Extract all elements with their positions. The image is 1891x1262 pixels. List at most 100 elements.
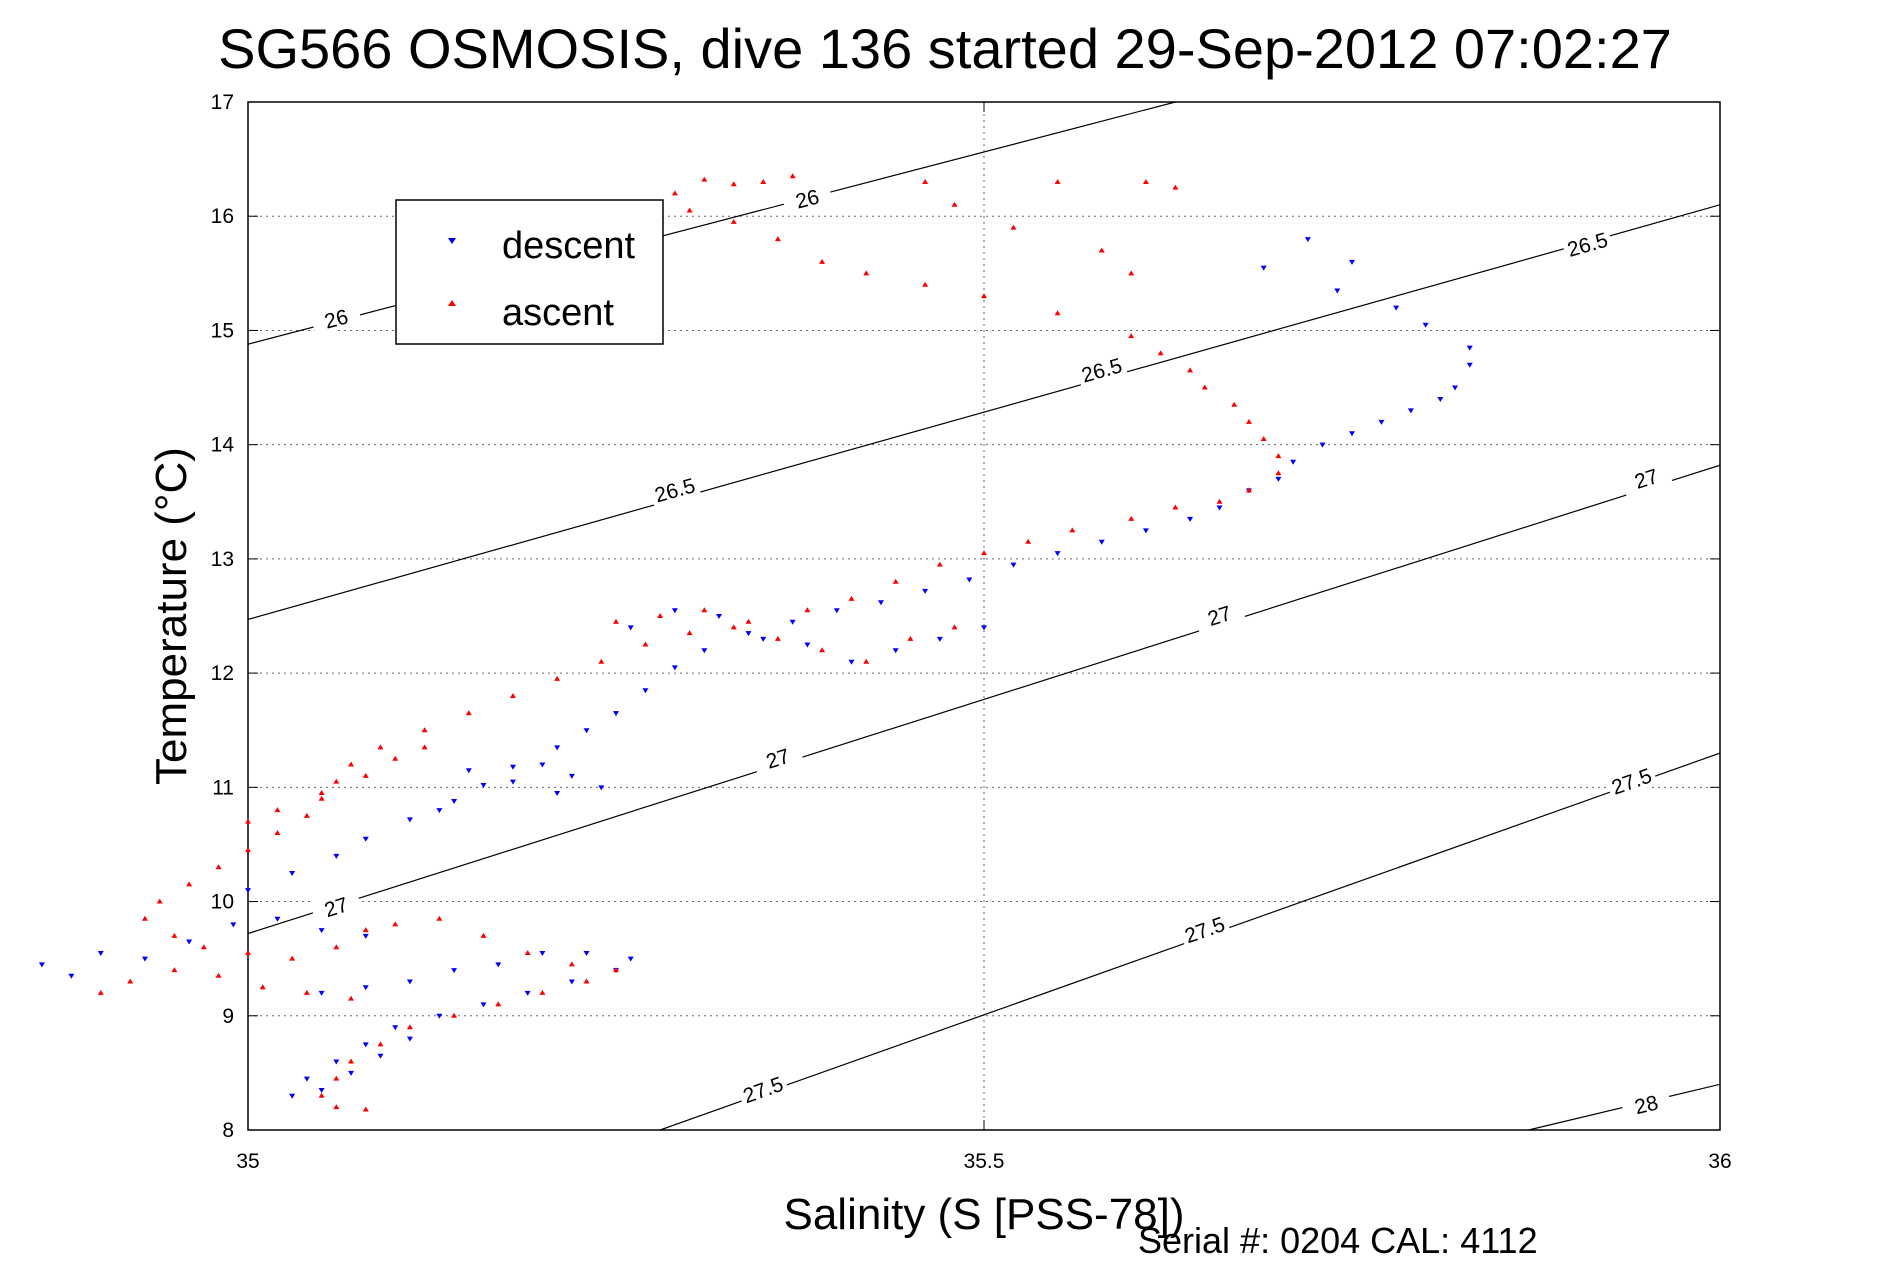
descent-point [892,648,899,654]
density-contour-label-bg [1560,225,1614,262]
ascent-point [745,618,752,624]
descent-point [568,773,575,779]
x-tick-label: 35 [236,1150,259,1173]
descent-point [1437,396,1444,402]
descent-point [922,588,929,594]
descent-point [141,956,148,962]
ascent-point [97,989,104,995]
ascent-point [892,578,899,584]
ascent-point [922,178,929,184]
descent-point [716,614,723,619]
ascent-point [377,744,384,750]
ascent-point [274,807,281,813]
ascent-point [774,236,781,242]
ascent-point [141,915,148,921]
y-tick-label: 11 [212,776,234,799]
x-tick-label: 36 [1708,1150,1731,1173]
ascent-point [436,915,443,921]
descent-point [642,688,649,694]
ascent-point [1172,504,1179,510]
descent-point [1054,551,1061,557]
ascent-point [1128,270,1135,276]
y-tick-label: 12 [211,662,234,685]
ascent-point [274,830,281,836]
ascent-point [215,864,222,870]
ascent-point [686,630,693,636]
y-tick-label: 8 [222,1119,234,1142]
ascent-point [819,258,826,264]
descent-point [1393,305,1400,311]
descent-point [1098,539,1105,545]
ascent-point [657,613,664,618]
descent-point [38,962,45,968]
ascent-point [171,932,178,938]
descent-point [245,888,251,894]
ascent-point [671,190,678,196]
y-tick-label: 10 [211,891,234,914]
ascent-point [259,984,266,990]
ascent-point [951,201,958,207]
descent-point [627,956,634,962]
density-contour-label: 26 [793,185,821,213]
descent-point [1319,442,1326,448]
ascent-point [1260,435,1267,441]
descent-point [671,665,678,671]
y-tick-label: 9 [222,1005,234,1028]
serial-cal-footer: Serial #: 0204 CAL: 4112 [1138,1220,1538,1261]
chart-title: SG566 OSMOSIS, dive 136 started 29-Sep-2… [218,17,1672,80]
ascent-point [392,755,399,761]
ascent-point [303,989,310,995]
ascent-point [863,658,870,664]
ascent-point [1187,367,1194,373]
axis-ticks: 35 35.5 36 8 9 10 11 12 13 14 15 16 17 [211,91,1732,1173]
y-tick-label: 16 [211,205,234,228]
legend-descent-marker [448,238,456,244]
descent-point [362,1042,369,1048]
descent-point [1422,322,1429,328]
ascent-point [1128,333,1135,339]
ascent-point [1054,310,1061,316]
ascent-point [348,995,355,1001]
density-contour-label-bg [1604,761,1658,801]
descent-point [936,636,943,642]
ascent-point [348,761,355,767]
ascent-point [598,658,605,664]
descent-point [348,1070,355,1076]
descent-point [451,968,458,974]
ascent-point [701,176,708,182]
descent-point [554,745,561,751]
descent-point [583,728,590,734]
descent-point [289,871,296,876]
descent-point [1466,345,1473,351]
density-contour-label-bg [1620,1086,1673,1122]
descent-point [1378,419,1385,425]
ascent-point [981,550,987,556]
ascent-point [907,635,914,641]
ascent-point [613,967,619,973]
descent-point [1304,237,1311,243]
y-tick-label: 15 [211,319,234,342]
ascent-point [936,561,943,567]
descent-point [97,950,104,956]
descent-point [539,950,546,956]
ascent-point [922,281,929,287]
ascent-point [804,607,811,613]
ascent-point [1142,178,1149,184]
data-points [38,173,1473,1112]
descent-point [318,928,325,934]
descent-point [554,791,561,797]
density-contour-label-bg [1619,459,1673,497]
descent-point [465,768,472,774]
descent-point [760,636,767,642]
ascent-point [730,181,737,187]
descent-point [303,1076,310,1082]
descent-point [392,1025,399,1031]
ascent-point [200,944,207,950]
ascent-point [583,978,590,984]
descent-point [318,1088,325,1094]
descent-point [362,933,369,939]
descent-point [1290,459,1297,465]
density-contour-line [248,204,1720,621]
